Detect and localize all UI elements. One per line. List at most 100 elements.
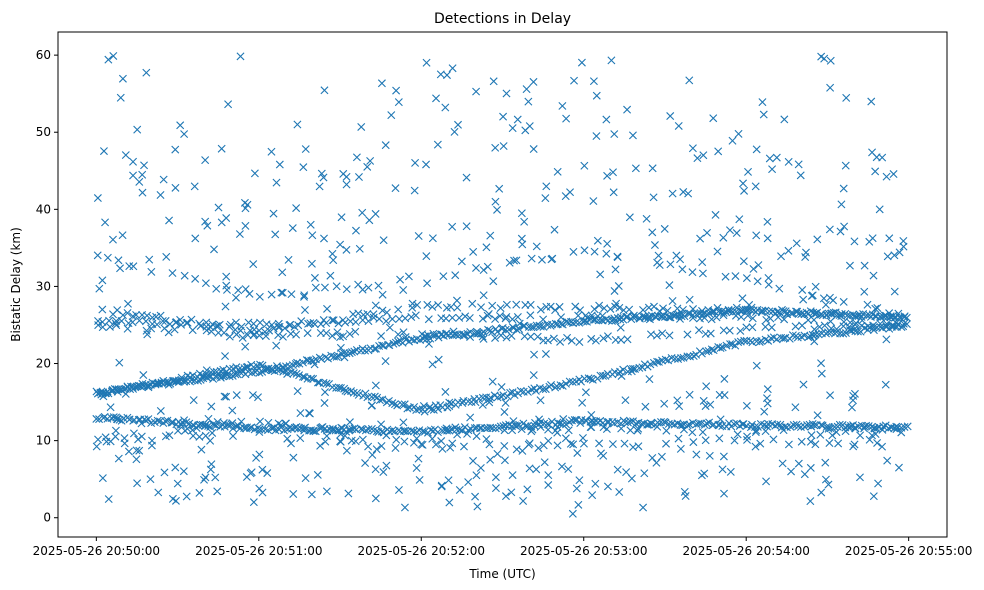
detection-point — [256, 318, 265, 327]
detection-point — [391, 184, 400, 193]
detection-point — [371, 494, 380, 503]
detection-point — [603, 171, 612, 180]
detection-point — [141, 317, 150, 326]
detection-point — [882, 335, 891, 344]
detection-point — [860, 261, 869, 270]
detection-point — [596, 270, 605, 279]
detection-point — [752, 361, 761, 370]
detection-point — [716, 344, 725, 352]
detection-point — [797, 310, 806, 319]
detection-point — [216, 373, 225, 382]
detection-point — [471, 492, 480, 501]
detection-point — [536, 322, 545, 331]
detection-point — [140, 161, 149, 170]
detection-point — [457, 257, 466, 266]
detection-point — [267, 424, 276, 433]
detection-point — [869, 492, 878, 501]
detection-point — [836, 227, 845, 236]
detection-point — [517, 425, 526, 434]
detection-point — [392, 86, 401, 95]
detection-point — [508, 471, 517, 480]
detection-point — [320, 283, 329, 292]
detection-point — [142, 416, 151, 425]
detection-point — [249, 498, 258, 507]
detection-point — [769, 435, 778, 444]
detection-point — [536, 423, 545, 432]
detection-point — [214, 328, 223, 337]
detection-point — [591, 315, 600, 324]
detection-point — [121, 151, 130, 160]
detection-point — [758, 98, 767, 107]
detection-point — [357, 122, 366, 131]
detection-point — [644, 420, 653, 429]
detection-point — [422, 160, 431, 169]
detection-point — [683, 330, 692, 339]
detection-point — [204, 422, 213, 431]
detection-point — [486, 231, 495, 240]
detection-point — [361, 459, 370, 468]
detection-point — [135, 177, 144, 186]
detection-point — [347, 348, 356, 357]
detection-point — [609, 188, 618, 197]
detection-point — [680, 312, 689, 321]
detection-point — [734, 129, 743, 138]
detection-point — [664, 312, 673, 321]
detection-point — [500, 456, 509, 465]
detection-point — [241, 285, 250, 294]
detection-point — [738, 294, 747, 303]
detection-point — [614, 282, 623, 291]
detection-point — [694, 419, 703, 428]
detection-point — [810, 325, 819, 334]
detection-point — [188, 426, 197, 435]
detection-point — [821, 458, 830, 467]
detection-point — [894, 309, 903, 318]
detection-point — [377, 420, 386, 429]
detection-point — [526, 311, 535, 320]
detection-point — [742, 323, 751, 332]
detection-point — [590, 305, 599, 314]
detection-point — [794, 422, 803, 431]
detection-point — [116, 93, 125, 102]
detection-point — [370, 392, 379, 401]
detection-point — [156, 190, 165, 199]
detection-point — [347, 436, 356, 445]
detection-point — [759, 110, 768, 119]
detection-point — [842, 93, 851, 102]
detection-point — [270, 367, 279, 376]
detection-point — [813, 411, 822, 420]
detection-point — [183, 318, 192, 327]
detection-point — [733, 430, 742, 439]
detection-point — [748, 323, 757, 332]
detection-point — [274, 331, 283, 340]
detection-point — [610, 130, 619, 139]
detection-point — [420, 332, 429, 341]
detection-point — [577, 58, 586, 67]
detection-point — [195, 319, 204, 328]
detection-point — [311, 427, 320, 436]
detection-point — [662, 426, 671, 435]
detection-point — [98, 323, 107, 332]
detection-point — [272, 341, 281, 350]
detection-point — [493, 205, 502, 214]
detection-point — [779, 426, 788, 435]
detection-point — [648, 164, 657, 173]
detection-point — [641, 402, 650, 411]
detection-point — [305, 409, 314, 418]
detection-point — [134, 435, 143, 444]
detection-point — [512, 325, 521, 334]
detection-point — [278, 268, 287, 277]
detection-point — [303, 329, 312, 338]
x-tick-label: 2025-05-26 20:51:00 — [195, 544, 322, 558]
detection-point — [550, 225, 559, 234]
detection-point — [249, 319, 258, 328]
detection-point — [369, 426, 378, 435]
detection-point — [469, 456, 478, 465]
detection-point — [592, 132, 601, 141]
y-tick-label: 30 — [36, 279, 51, 293]
detection-point — [289, 369, 298, 378]
detection-point — [860, 287, 869, 296]
detection-point — [578, 398, 587, 407]
detection-point — [642, 214, 651, 223]
detection-point — [817, 369, 826, 378]
detection-point — [322, 319, 331, 327]
